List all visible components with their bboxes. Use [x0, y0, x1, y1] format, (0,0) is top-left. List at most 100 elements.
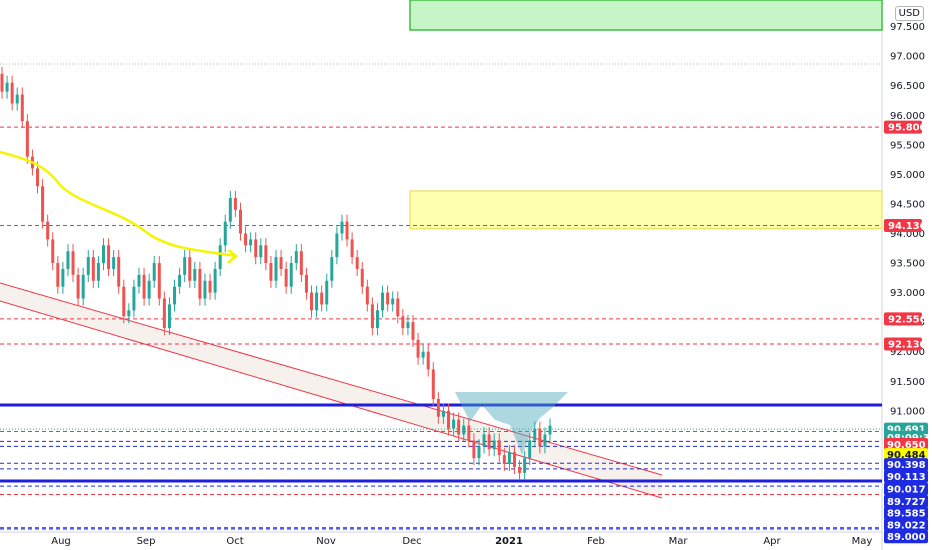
candle [345, 221, 349, 240]
candle [96, 263, 100, 281]
candle [147, 280, 151, 299]
candle [543, 434, 547, 447]
candle [497, 440, 501, 456]
candle [411, 322, 415, 340]
candle [238, 209, 242, 234]
candle [66, 251, 70, 269]
candle [91, 257, 95, 281]
price-badge [884, 438, 928, 452]
price-badge [884, 469, 928, 483]
candle [436, 399, 440, 417]
price-badge [884, 458, 928, 472]
level-badge-label: 95.800 [888, 123, 927, 134]
candle [193, 268, 197, 281]
candle [330, 257, 334, 281]
candle [325, 280, 329, 305]
y-tick-label: 97.500 [890, 22, 925, 33]
candle [198, 268, 202, 299]
candle [441, 410, 445, 417]
candle [71, 251, 75, 275]
x-tick-label: Sep [137, 536, 156, 547]
candle [218, 245, 222, 269]
candle [462, 425, 466, 435]
candle [447, 410, 451, 429]
candle [279, 257, 283, 269]
candle [188, 257, 192, 281]
x-tick-label: Nov [316, 536, 336, 547]
y-tick-label: 92.000 [890, 347, 925, 358]
candle [457, 419, 461, 435]
price-badge [884, 448, 928, 462]
candle [467, 425, 471, 441]
y-tick-label: 94.000 [890, 229, 925, 240]
candle [294, 251, 298, 264]
level-badge [884, 218, 922, 232]
y-tick-label: 95.000 [890, 170, 925, 181]
price-badge-label: 90.017 [887, 484, 926, 495]
candle [0, 73, 4, 92]
candle [167, 304, 171, 329]
candle [360, 268, 364, 287]
candle [512, 452, 516, 467]
candle [36, 168, 40, 187]
trend-curve [0, 150, 236, 258]
candle [421, 351, 425, 358]
channel-upper-line [0, 282, 663, 476]
candle [492, 440, 496, 450]
candle [61, 268, 65, 287]
level-badge-label: 92.130 [888, 340, 927, 351]
candle [162, 298, 166, 329]
candle [548, 425, 552, 435]
y-tick-label: 93.000 [890, 288, 925, 299]
candle [477, 446, 481, 459]
candle [315, 292, 319, 311]
candle [502, 455, 506, 465]
candle [320, 292, 324, 305]
y-tick-label: 96.500 [890, 81, 925, 92]
candle [365, 286, 369, 305]
y-tick-label: 97.000 [890, 52, 925, 63]
candle [406, 322, 410, 329]
channel-lower-line [0, 300, 663, 499]
price-badge [884, 494, 928, 508]
currency-label[interactable]: USD [894, 6, 924, 21]
level-badge [884, 312, 922, 326]
candle [426, 351, 430, 370]
candle [223, 221, 227, 246]
candle [304, 274, 308, 293]
price-badge-label: 90.113 [887, 472, 926, 483]
price-badge [884, 482, 928, 496]
x-tick-label: Mar [669, 536, 689, 547]
candle [117, 257, 121, 287]
candle [25, 121, 29, 157]
y-tick-label: 94.500 [890, 199, 925, 210]
candle [401, 316, 405, 329]
candle [157, 263, 161, 299]
price-badge-label: 90.691 [887, 425, 926, 436]
candle [269, 263, 273, 281]
candle [340, 221, 344, 234]
x-tick-label: 2021 [495, 536, 523, 547]
y-tick-label: 96.000 [890, 111, 925, 122]
price-badge [884, 506, 928, 520]
candle [452, 419, 456, 429]
channel-band [0, 283, 662, 498]
candle [5, 82, 9, 92]
candle [289, 263, 293, 287]
candle [538, 428, 542, 447]
price-badge-label: 90.484 [887, 450, 926, 461]
candle [487, 434, 491, 450]
candle [310, 292, 314, 311]
candle [183, 257, 187, 275]
candle [228, 198, 232, 222]
candle [528, 440, 532, 459]
level-badge-label: 94.136 [888, 221, 927, 232]
x-tick-label: Dec [402, 536, 421, 547]
candle [507, 452, 511, 465]
candle [518, 466, 522, 473]
candle [15, 94, 19, 104]
y-tick-label: 91.000 [890, 406, 925, 417]
candle [533, 428, 537, 441]
x-tick-label: Feb [587, 536, 605, 547]
